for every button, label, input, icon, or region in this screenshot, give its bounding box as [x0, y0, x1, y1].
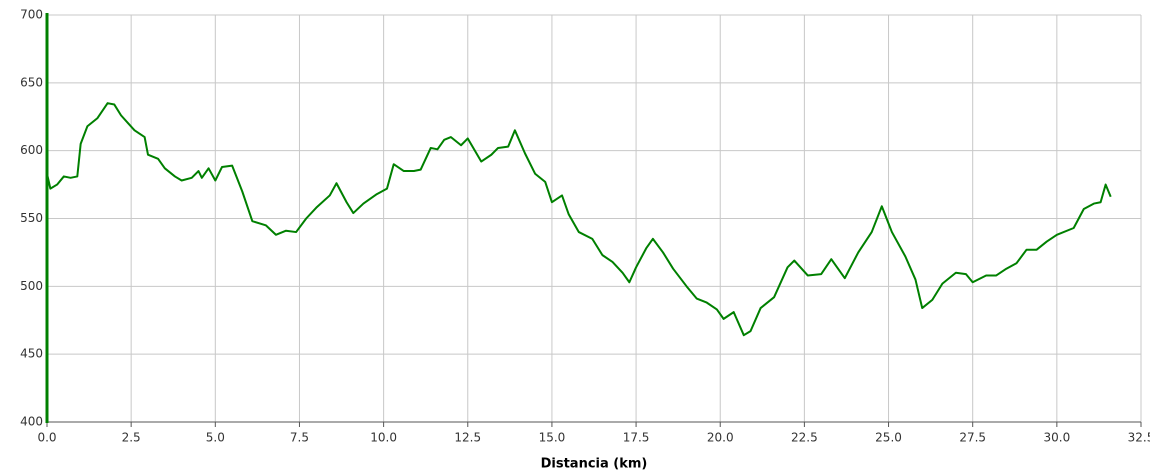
- y-tick-label: 650: [20, 75, 43, 89]
- y-tick-label: 700: [20, 8, 43, 22]
- x-tick-label: 7.5: [290, 431, 309, 445]
- x-tick-label: 15.0: [539, 431, 566, 445]
- x-tick-label: 32.5: [1128, 431, 1150, 445]
- x-tick-label: 5.0: [206, 431, 225, 445]
- elevation-line: [46, 102, 1112, 337]
- y-tick-label: 600: [20, 143, 43, 157]
- x-tick-label: 25.0: [875, 431, 902, 445]
- y-tick-label: 550: [20, 211, 43, 225]
- x-tick-label: 0.0: [37, 431, 56, 445]
- x-tick-label: 30.0: [1043, 431, 1070, 445]
- x-tick-label: 12.5: [454, 431, 481, 445]
- x-tick-label: 20.0: [707, 431, 734, 445]
- x-tick-label: 10.0: [370, 431, 397, 445]
- x-tick-label: 2.5: [122, 431, 141, 445]
- x-tick-label: 22.5: [791, 431, 818, 445]
- x-tick-label: 27.5: [959, 431, 986, 445]
- y-tick-label: 500: [20, 279, 43, 293]
- y-tick-label: 450: [20, 347, 43, 361]
- y-tick-label: 400: [20, 415, 43, 429]
- x-axis-label: Distancia (km): [541, 457, 648, 472]
- x-tick-label: 17.5: [623, 431, 650, 445]
